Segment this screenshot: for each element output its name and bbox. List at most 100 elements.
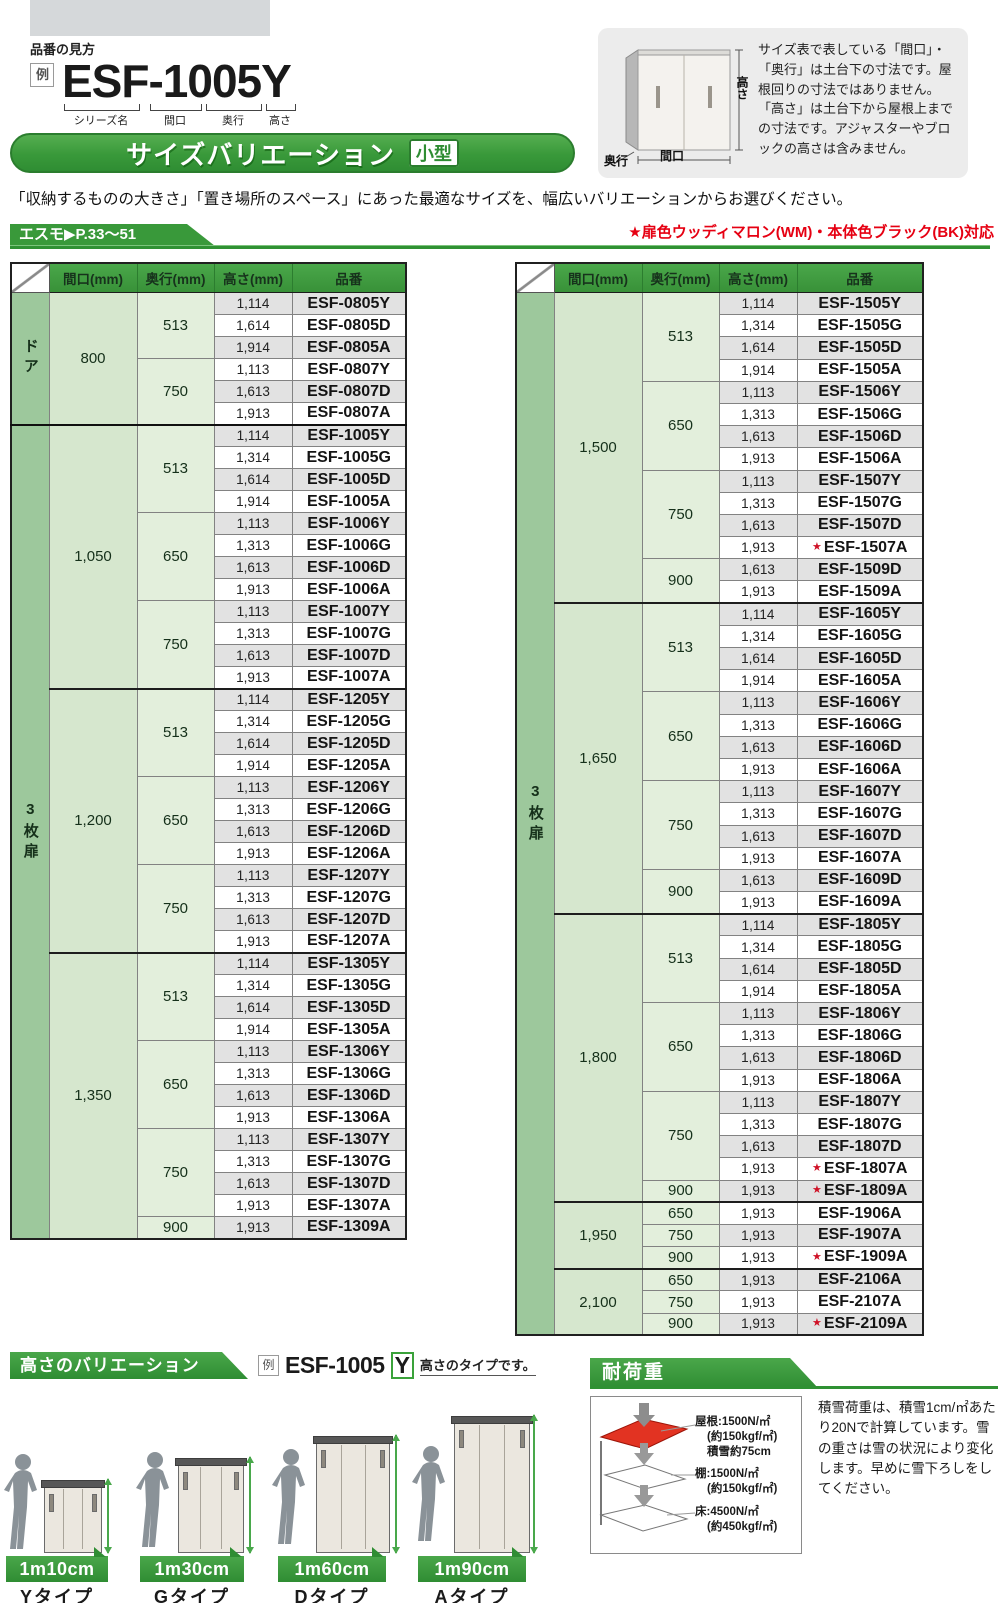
depth-value-cell: 650 xyxy=(641,691,720,782)
model-number-cell: ESF-1507D xyxy=(796,513,924,538)
model-number-cell: ESF-1807G xyxy=(796,1112,924,1137)
model-number-cell: ESF-1205A xyxy=(291,754,407,777)
depth-value-cell: 650 xyxy=(641,1201,720,1225)
model-number-cell: ESF-1207D xyxy=(291,908,407,931)
depth-value-cell: 750 xyxy=(136,864,215,953)
height-value-cell: 1,114 xyxy=(718,291,798,316)
model-number-cell: ESF-1007D xyxy=(291,644,407,667)
model-number-cell: ESF-1605D xyxy=(796,646,924,671)
height-value-cell: 1,313 xyxy=(718,802,798,826)
height-value-cell: 1,913 xyxy=(718,1201,798,1225)
depth-value-cell: 750 xyxy=(641,1223,720,1248)
model-number-cell: ESF-1206D xyxy=(291,820,407,843)
depth-value-cell: 650 xyxy=(641,1002,720,1092)
model-number-cell: ESF-1307Y xyxy=(291,1128,407,1151)
depth-value-cell: 513 xyxy=(641,912,720,1003)
depth-value-cell: 513 xyxy=(136,423,215,513)
section-label: 品番の見方 xyxy=(30,42,96,57)
shelf-load-label: 棚:1500N/㎡ xyxy=(695,1468,759,1480)
model-number-cell: ESF-1907A xyxy=(796,1223,924,1248)
height-value-cell: 1,914 xyxy=(718,669,798,693)
type-label-y: Yタイプ xyxy=(19,1587,94,1603)
snow-load-note: 積雪荷重は、積雪1cm/㎡あたり20Nで計算しています。雪の重さは雪の状況により… xyxy=(818,1400,996,1496)
example-tag: 例 xyxy=(30,63,54,87)
height-measure-arrow xyxy=(104,1478,112,1554)
model-number-cell: ESF-1207A xyxy=(291,930,407,953)
model-number-cell: ESF-1506G xyxy=(796,402,924,427)
height-bracket xyxy=(266,104,296,111)
height-value-cell: 1,914 xyxy=(213,754,293,777)
height-value-cell: 1,114 xyxy=(213,951,293,975)
height-value-cell: 1,913 xyxy=(213,578,293,601)
height-value-cell: 1,913 xyxy=(718,1068,798,1092)
depth-value-cell: 650 xyxy=(136,512,215,601)
example-code-text: ESF-1005 xyxy=(285,1351,385,1378)
type-label-g: Gタイプ xyxy=(153,1587,230,1603)
depth-value-cell: 900 xyxy=(641,868,720,915)
height-value-cell: 1,913 xyxy=(213,930,293,953)
height-value-cell: 1,313 xyxy=(213,1062,293,1085)
model-number-cell: ESF-1006A xyxy=(291,578,407,601)
height-type-example: 例 ESF-1005 Y 高さのタイプです。 xyxy=(258,1350,536,1380)
person-silhouette xyxy=(4,1454,37,1549)
height-figure-y xyxy=(4,1383,116,1554)
model-number-cell: ★ ESF-1507A xyxy=(796,536,924,560)
height-value-cell: 1,913 xyxy=(718,891,798,915)
model-number-cell: ESF-1505G xyxy=(796,314,924,338)
shed-illustration xyxy=(451,1416,533,1553)
height-value-cell: 1,113 xyxy=(718,1090,798,1114)
depth-value-cell: 750 xyxy=(641,1090,720,1181)
height-value-cell: 1,613 xyxy=(718,425,798,449)
shed-dimension-diagram-icon xyxy=(613,49,743,165)
door-type-label: 3枚扉 xyxy=(515,292,555,1336)
height-value-cell: 1,114 xyxy=(213,292,293,315)
right-size-table: 間口(mm) 奥行(mm) 高さ(mm) 品番 3枚扉 1,500 513 1,114 ESF-… xyxy=(515,262,924,1337)
depth-value-cell: 750 xyxy=(641,780,720,870)
depth-value-cell: 650 xyxy=(641,380,720,471)
model-number-cell: ESF-2107A xyxy=(796,1290,924,1314)
height-value-cell: 1,313 xyxy=(213,886,293,909)
height-value-cell: 1,114 xyxy=(213,687,293,711)
model-number-cell: ESF-1305Y xyxy=(291,951,407,975)
model-number-cell: ESF-1005D xyxy=(291,468,407,491)
model-number-cell: ESF-1007Y xyxy=(291,600,407,623)
depth-value-cell: 650 xyxy=(136,776,215,865)
load-diagram xyxy=(599,1403,696,1532)
height-badge-a: 1m90cm xyxy=(418,1547,526,1582)
model-number-cell: ESF-1805G xyxy=(796,935,924,959)
model-number-cell: ESF-1206A xyxy=(291,842,407,865)
info-depth-label: 奥行 xyxy=(604,154,629,168)
column-header: 品番 xyxy=(796,262,924,293)
model-number-cell: ESF-1606G xyxy=(796,713,924,737)
info-height-label: 高さ xyxy=(735,76,749,100)
model-number-cell: ESF-1305A xyxy=(291,1018,407,1041)
small-size-badge: 小型 xyxy=(408,139,459,167)
depth-value-cell: 750 xyxy=(136,358,215,425)
model-number-cell: ESF-2106A xyxy=(796,1267,924,1292)
height-value-cell: 1,913 xyxy=(213,842,293,865)
model-number-cell: ESF-1506Y xyxy=(796,380,924,404)
type-label-d: Dタイプ xyxy=(294,1587,370,1603)
depth-value-cell: 750 xyxy=(641,469,720,560)
height-value-cell: 1,913 xyxy=(718,536,798,560)
height-value-cell: 1,114 xyxy=(718,602,798,626)
dimension-info-text: サイズ表で表している「間口」・「奥行」は土台下の寸法です。屋根回りの寸法ではあり… xyxy=(758,42,954,156)
height-value-cell: 1,313 xyxy=(213,534,293,557)
height-value-cell: 1,913 xyxy=(213,666,293,689)
depth-label: 奥行 xyxy=(222,115,244,127)
size-variation-banner: サイズバリエーション 小型 xyxy=(10,133,575,173)
model-number-cell: ESF-1605G xyxy=(796,624,924,649)
height-value-cell: 1,313 xyxy=(718,1112,798,1137)
height-value-cell: 1,613 xyxy=(718,824,798,848)
model-number-cell: ESF-1806G xyxy=(796,1024,924,1048)
height-value-cell: 1,913 xyxy=(718,1179,798,1203)
depth-value-cell: 900 xyxy=(136,1216,215,1239)
height-value-cell: 1,614 xyxy=(213,996,293,1019)
model-number-cell: ESF-1507G xyxy=(796,491,924,515)
height-value-cell: 1,614 xyxy=(213,314,293,337)
star-icon: ★ xyxy=(812,541,822,554)
height-value-cell: 1,113 xyxy=(213,864,293,887)
model-number-cell: ESF-1306G xyxy=(291,1062,407,1085)
model-number-cell: ESF-1307G xyxy=(291,1150,407,1173)
